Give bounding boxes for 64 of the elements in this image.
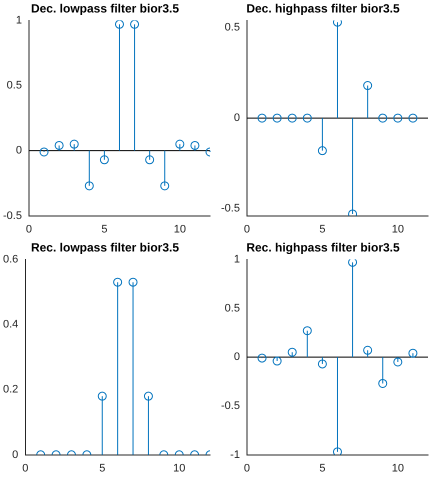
point: [363, 81, 372, 90]
y-tick-label: 0.5: [6, 80, 22, 92]
point: [378, 378, 388, 388]
y-tick-label: 0: [234, 351, 240, 364]
y-tick-label: 0: [12, 448, 18, 461]
y-tick-label: 1: [234, 253, 240, 266]
point: [348, 209, 358, 216]
point: [54, 140, 64, 150]
point: [70, 140, 79, 149]
y-tick-label: 0.4: [2, 318, 18, 331]
point: [175, 140, 184, 149]
chart-title: Dec. highpass filter bior3.5: [246, 2, 400, 16]
point: [408, 348, 418, 358]
point: [190, 140, 200, 150]
point: [302, 114, 312, 123]
y-tick-label: 0: [234, 112, 240, 124]
y-tick-label: -0.5: [220, 400, 240, 412]
point: [363, 346, 372, 355]
point: [160, 181, 170, 190]
y-tick-label: 0.5: [224, 22, 240, 34]
x-tick-label: 10: [174, 223, 186, 236]
point: [288, 348, 297, 357]
x-tick-label: 10: [173, 462, 186, 474]
point: [302, 326, 312, 336]
x-tick-label: 5: [319, 223, 326, 236]
x-tick-label: 10: [392, 462, 404, 474]
point: [258, 354, 267, 363]
point: [318, 146, 327, 156]
x-tick-label: 5: [319, 462, 326, 474]
point: [40, 147, 49, 156]
x-tick-label: 10: [392, 223, 404, 236]
chart-title: Rec. lowpass filter bior3.5: [30, 240, 180, 255]
point: [258, 114, 267, 123]
point: [272, 114, 282, 123]
y-tick-label: 0.5: [224, 302, 240, 314]
point: [348, 259, 358, 267]
y-tick-label: -1: [230, 448, 240, 461]
point: [145, 155, 154, 164]
point: [100, 155, 109, 164]
point: [114, 20, 124, 29]
point: [130, 20, 140, 29]
y-tick-label: 0.6: [2, 253, 18, 266]
point: [318, 359, 327, 368]
x-tick-label: 0: [244, 462, 250, 474]
y-tick-label: -0.5: [2, 210, 22, 222]
x-tick-label: 0: [244, 223, 250, 236]
y-tick-label: 0.2: [2, 384, 18, 396]
x-tick-label: 5: [99, 462, 106, 474]
point: [393, 357, 402, 366]
y-tick-label: 1: [16, 14, 22, 26]
chart-title: Dec. lowpass filter bior3.5: [30, 2, 180, 16]
point: [272, 356, 282, 366]
point: [378, 114, 388, 123]
y-tick-label: 0: [16, 144, 22, 157]
point: [408, 114, 418, 123]
point: [393, 114, 402, 123]
point: [332, 447, 342, 455]
point: [84, 181, 94, 190]
x-tick-label: 0: [26, 223, 32, 236]
point: [288, 114, 297, 123]
point: [332, 20, 342, 27]
x-tick-label: 5: [101, 223, 108, 236]
chart-title: Rec. highpass filter bior3.5: [246, 240, 400, 255]
y-tick-label: -0.5: [220, 202, 240, 215]
